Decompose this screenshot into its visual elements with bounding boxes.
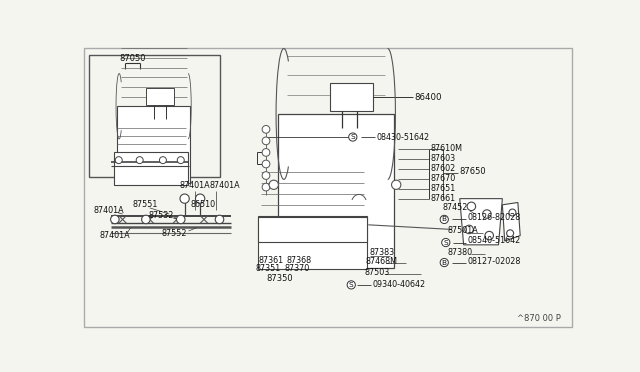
- Text: 86400: 86400: [415, 93, 442, 102]
- Bar: [259, 217, 367, 242]
- Text: 87670: 87670: [430, 174, 456, 183]
- Circle shape: [141, 215, 150, 224]
- Polygon shape: [502, 202, 520, 241]
- Text: S: S: [349, 282, 353, 288]
- Text: 87401A: 87401A: [179, 181, 210, 190]
- Circle shape: [269, 180, 278, 189]
- Text: 09340-40642: 09340-40642: [372, 280, 426, 289]
- Text: 87532: 87532: [148, 211, 173, 220]
- Text: S: S: [351, 134, 355, 140]
- Text: 87380: 87380: [447, 248, 472, 257]
- Text: 87452: 87452: [443, 203, 468, 212]
- Text: 87602: 87602: [430, 164, 456, 173]
- Text: 87503: 87503: [364, 268, 390, 277]
- Bar: [259, 216, 367, 269]
- Text: ^870 00 P: ^870 00 P: [516, 314, 561, 323]
- Circle shape: [507, 230, 514, 237]
- Circle shape: [177, 157, 184, 164]
- Text: 87610M: 87610M: [430, 144, 462, 153]
- Text: 87361: 87361: [259, 256, 284, 265]
- Text: S: S: [444, 240, 448, 246]
- Text: 87661: 87661: [430, 194, 456, 203]
- Text: 87401A: 87401A: [99, 231, 130, 240]
- Text: 87370: 87370: [285, 264, 310, 273]
- Text: 87350: 87350: [266, 274, 292, 283]
- Text: 86510: 86510: [190, 200, 215, 209]
- Circle shape: [215, 215, 224, 224]
- Text: 87401A: 87401A: [94, 206, 125, 215]
- Circle shape: [483, 210, 491, 218]
- Circle shape: [262, 137, 270, 145]
- Text: 87351: 87351: [256, 264, 281, 273]
- Circle shape: [195, 194, 205, 203]
- Text: 87552: 87552: [161, 229, 187, 238]
- Bar: [90, 55, 220, 177]
- Circle shape: [262, 183, 270, 191]
- Text: 08540-51642: 08540-51642: [467, 237, 521, 246]
- Text: 87401A: 87401A: [209, 181, 240, 190]
- Text: 08127-02028: 08127-02028: [467, 257, 521, 266]
- Text: 87050: 87050: [120, 54, 146, 63]
- Bar: [278, 114, 394, 268]
- Circle shape: [392, 180, 401, 189]
- Circle shape: [115, 157, 122, 164]
- Circle shape: [262, 148, 270, 156]
- Text: 87383: 87383: [369, 248, 394, 257]
- Text: 87650: 87650: [460, 167, 486, 176]
- Text: B: B: [442, 260, 447, 266]
- Bar: [146, 88, 174, 105]
- Text: 87651: 87651: [430, 184, 456, 193]
- Bar: [115, 153, 188, 185]
- Text: 87468M: 87468M: [365, 257, 397, 266]
- Circle shape: [177, 215, 185, 224]
- Bar: [330, 83, 373, 111]
- Circle shape: [262, 172, 270, 179]
- Text: 87501A: 87501A: [447, 227, 478, 235]
- Text: 08430-51642: 08430-51642: [376, 132, 429, 141]
- Circle shape: [509, 209, 516, 216]
- Text: 08126-82028: 08126-82028: [467, 214, 521, 222]
- Bar: [117, 106, 191, 183]
- Circle shape: [262, 160, 270, 168]
- Circle shape: [180, 194, 189, 203]
- Text: 87603: 87603: [430, 154, 456, 163]
- Circle shape: [465, 225, 474, 234]
- Text: 87368: 87368: [287, 256, 312, 265]
- Polygon shape: [460, 199, 502, 245]
- Circle shape: [159, 157, 166, 164]
- Circle shape: [485, 231, 493, 240]
- Circle shape: [111, 215, 119, 224]
- Text: B: B: [442, 217, 447, 222]
- Circle shape: [136, 157, 143, 164]
- Circle shape: [467, 202, 476, 211]
- Circle shape: [262, 125, 270, 133]
- Text: 87551: 87551: [132, 200, 158, 209]
